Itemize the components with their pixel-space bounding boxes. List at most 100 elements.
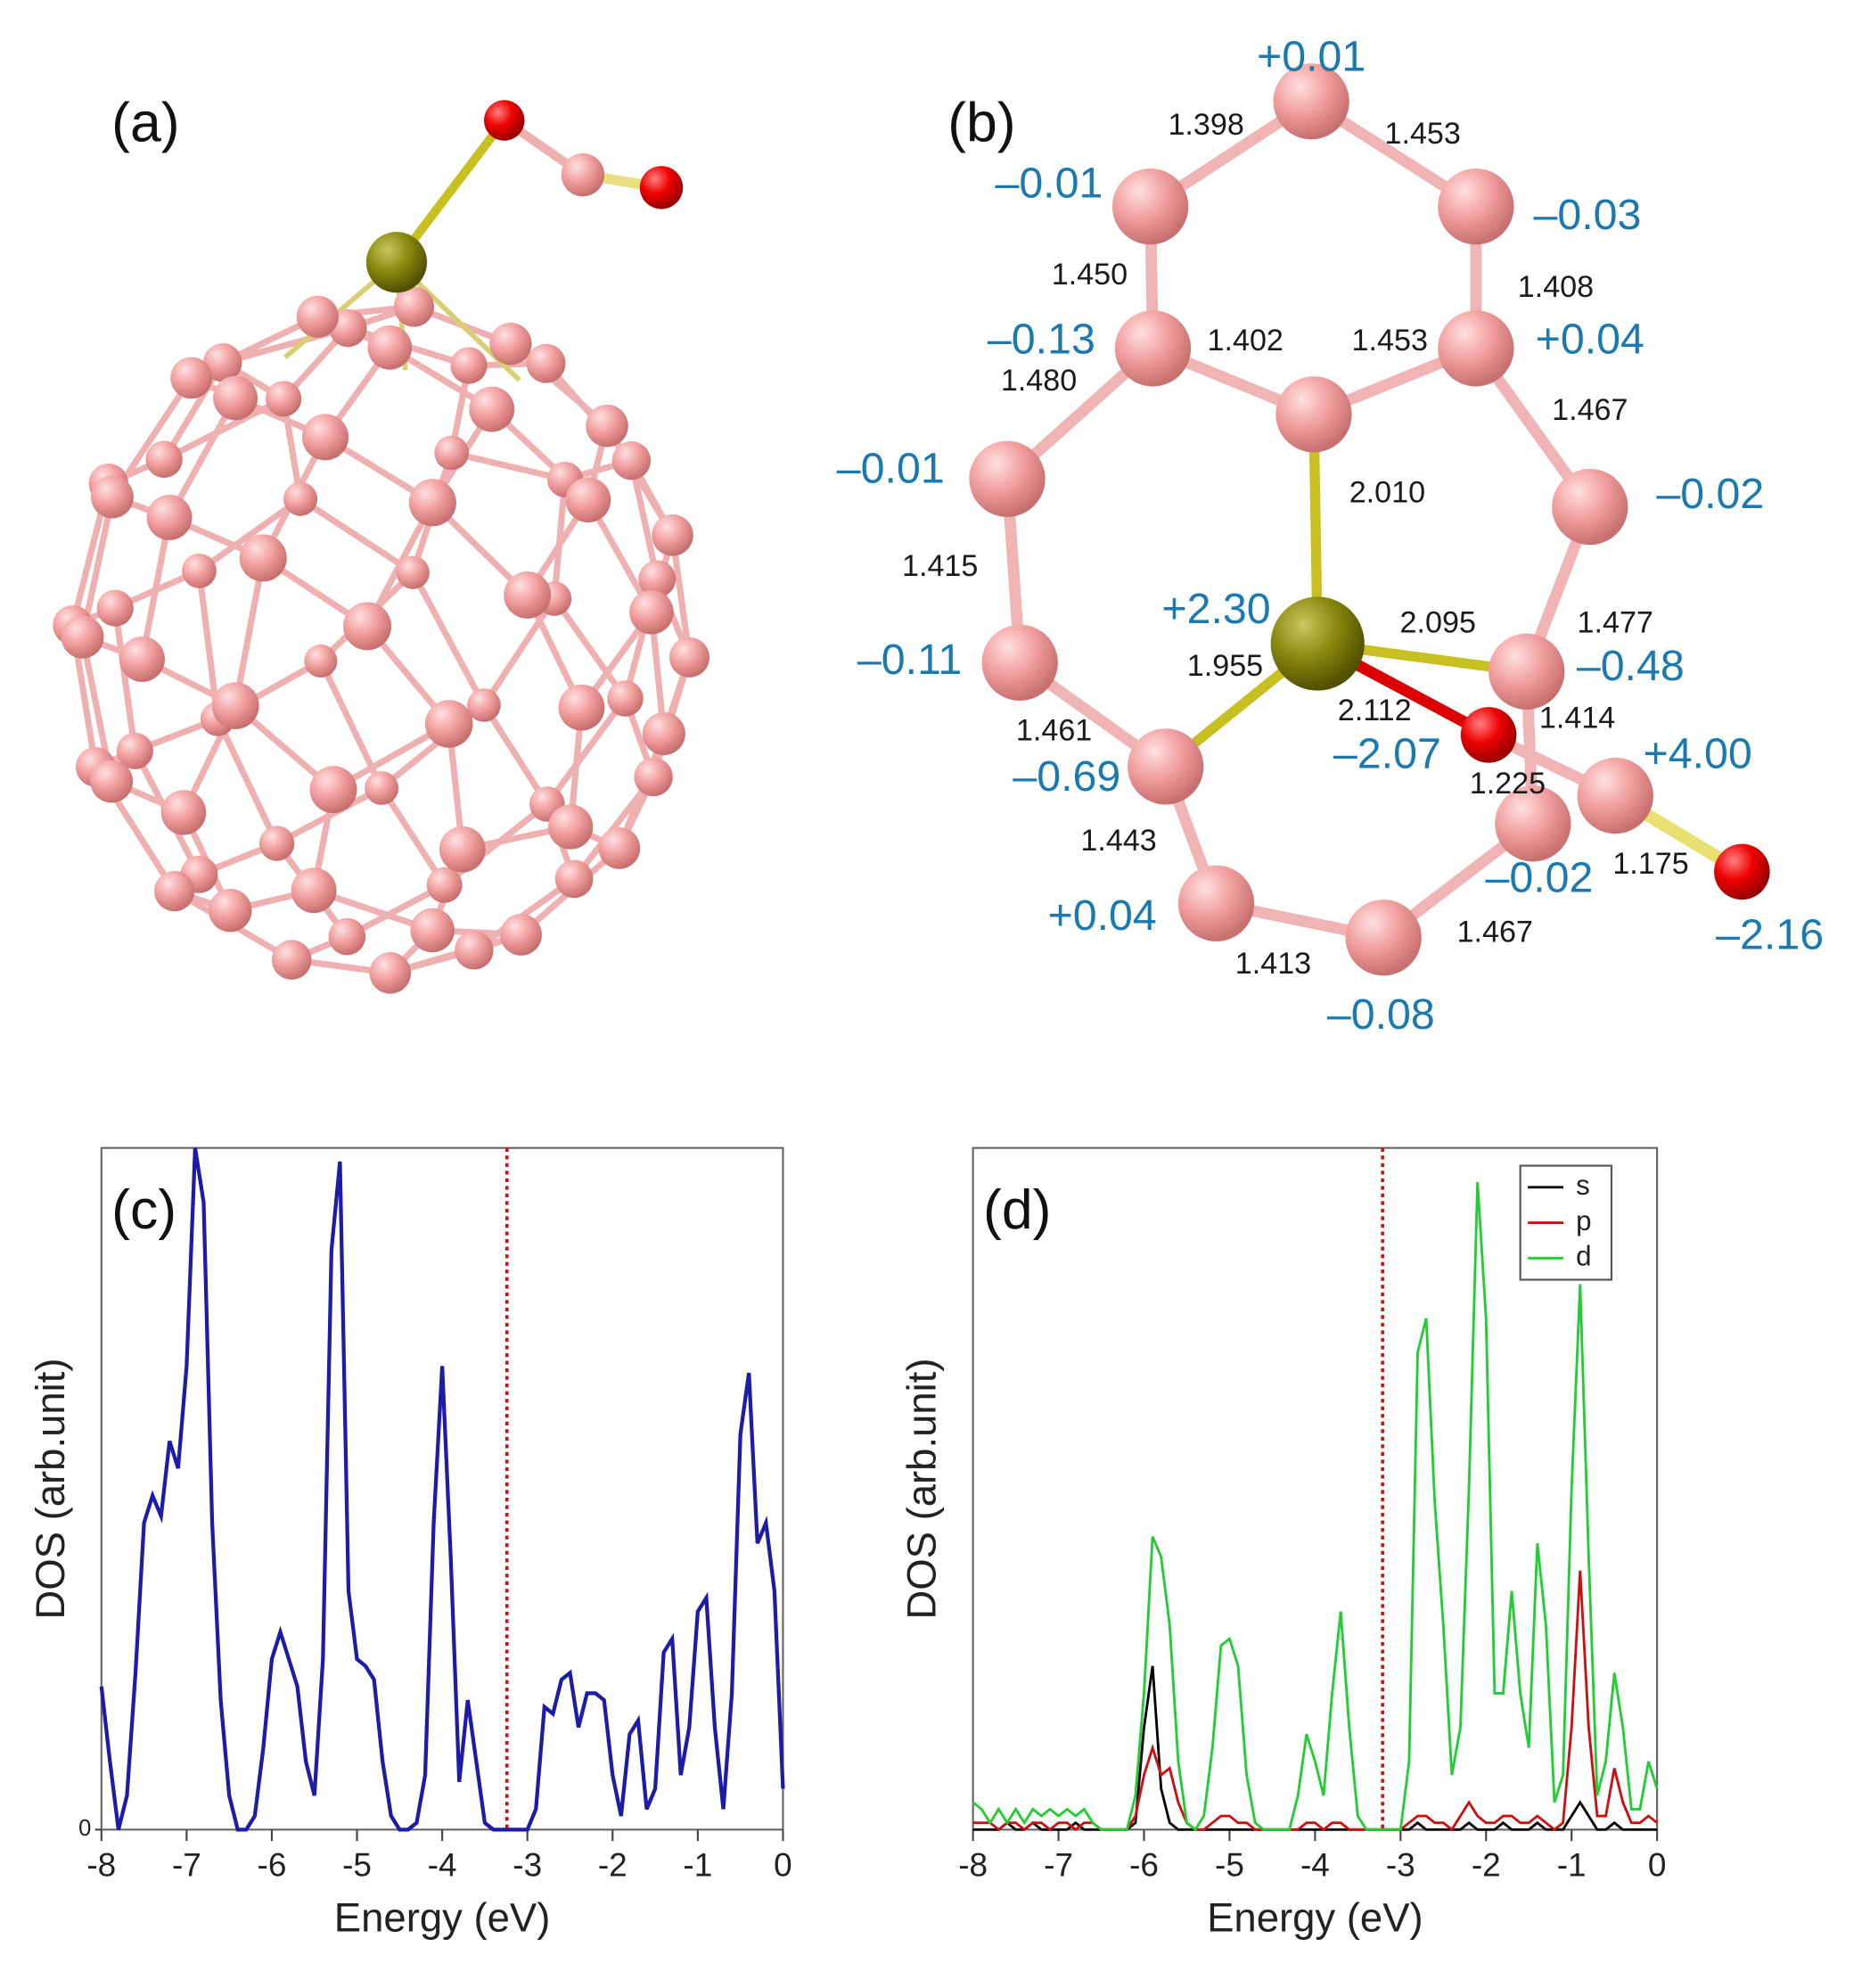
x-tick-label: -1 <box>1557 1847 1587 1884</box>
carbon-atom <box>160 790 207 835</box>
x-axis-label: Energy (eV) <box>1207 1895 1423 1941</box>
carbon-atom <box>239 534 287 582</box>
carbon-atom <box>1114 310 1192 387</box>
x-tick-label: -8 <box>86 1847 116 1884</box>
charge: –0.11 <box>857 636 962 684</box>
panel-label: (a) <box>111 92 179 154</box>
x-tick-label: 0 <box>1648 1847 1667 1884</box>
fullerene-cage <box>53 260 709 994</box>
carbon-atom <box>1438 168 1514 245</box>
dos-line <box>972 1570 1659 1832</box>
x-tick-label: -4 <box>1300 1847 1330 1884</box>
carbon-atom <box>598 827 641 869</box>
carbon-atom <box>565 477 611 523</box>
bond-length: 1.461 <box>1016 714 1092 748</box>
carbon-atom <box>629 589 674 635</box>
carbon-atom <box>450 347 488 384</box>
bond <box>275 785 383 847</box>
charge: –0.08 <box>1327 990 1435 1039</box>
carbon-atom <box>328 917 366 956</box>
carbon-atom <box>607 680 644 717</box>
x-tick-label: -5 <box>342 1847 372 1884</box>
bond-length: 1.414 <box>1539 701 1615 735</box>
bond-length: 1.443 <box>1080 824 1156 858</box>
charge: +0.04 <box>1047 891 1156 940</box>
nickel-atom <box>365 232 428 293</box>
carbon-atom <box>969 440 1046 517</box>
bond <box>317 659 385 790</box>
carbon-atom <box>469 386 515 432</box>
carbon-atom <box>182 553 217 588</box>
charge: –0.69 <box>1013 752 1120 801</box>
carbon-atom <box>554 859 594 899</box>
carbon-atom <box>1577 757 1653 834</box>
carbon-atom <box>154 870 195 912</box>
bond <box>197 496 303 574</box>
carbon-atom <box>1275 376 1352 453</box>
bond-length: 1.480 <box>1001 364 1077 398</box>
carbon-atom <box>343 602 392 651</box>
carbon-atom <box>410 908 455 953</box>
charge: –2.07 <box>1333 729 1441 777</box>
x-tick-label: -8 <box>958 1847 988 1884</box>
carbon-atom <box>1273 63 1349 140</box>
panel-label: (d) <box>983 1179 1051 1241</box>
dos-charts: -8 -7 -6 -5 -4 -3 -2 -1 0 0 Energy (eV) DOS (arb.un… <box>28 1146 1667 1941</box>
carbon-atom <box>981 624 1058 701</box>
carbon-atom <box>558 684 605 731</box>
bond-length: 1.402 <box>1208 324 1284 357</box>
y-axis-label: DOS (arb.unit) <box>28 1358 73 1619</box>
bond <box>162 396 285 463</box>
charge: –0.02 <box>1486 854 1594 902</box>
carbon-atom <box>642 712 685 756</box>
carbon-atom <box>266 381 302 417</box>
bond-length: 2.112 <box>1338 694 1412 727</box>
dos-line <box>972 1181 1659 1832</box>
carbon-atom <box>203 343 242 382</box>
bond-length: 1.408 <box>1518 270 1594 304</box>
x-axis-label: Energy (eV) <box>334 1895 551 1941</box>
bond <box>543 361 635 464</box>
bond-length: 1.477 <box>1578 606 1653 640</box>
oxygen-atom <box>1714 843 1770 900</box>
bond <box>166 396 239 520</box>
bond <box>551 479 569 599</box>
charge: –0.48 <box>1577 642 1685 690</box>
charge: +4.00 <box>1643 729 1751 777</box>
carbon-atom <box>258 826 295 861</box>
panel-a: (a) <box>53 92 709 994</box>
charge: –0.01 <box>995 160 1103 208</box>
carbon-atom <box>209 889 252 932</box>
carbon-atom <box>1552 468 1628 546</box>
nickel-atom <box>1270 596 1365 691</box>
x-tick-label: -6 <box>258 1847 287 1884</box>
carbon-atom <box>439 826 486 873</box>
legend-label: d <box>1576 1241 1591 1272</box>
charges: +0.01 –0.01 –0.03 –0.13 +0.04 –0.01 –0.0… <box>837 33 1824 1039</box>
bond-length: 1.453 <box>1352 324 1428 357</box>
bond-length: 1.415 <box>902 549 978 583</box>
carbon-atom <box>586 404 628 448</box>
x-tick-label: -2 <box>598 1847 627 1884</box>
carbon-atom <box>301 414 349 461</box>
y-axis-label: DOS (arb.unit) <box>899 1358 945 1619</box>
carbon-atom <box>489 322 532 366</box>
bond-length: 1.955 <box>1187 649 1263 683</box>
chart: -8 -7 -6 -5 -4 -3 -2 -1 0 0 Energy (eV) DOS (arb.un… <box>28 1146 792 1941</box>
carbon-atom <box>669 637 709 678</box>
bond-length: 1.225 <box>1470 767 1546 801</box>
carbon-atom <box>1495 785 1571 862</box>
bond-length: 1.398 <box>1168 108 1243 142</box>
carbon-atom <box>424 700 473 748</box>
carbon-atom <box>638 560 677 598</box>
oxygen-atom <box>639 166 684 209</box>
charge: –2.16 <box>1716 911 1824 959</box>
bond <box>627 459 660 580</box>
bond-length: 1.467 <box>1552 393 1628 427</box>
carbon-atom <box>408 479 456 527</box>
bond <box>232 557 267 707</box>
x-tick-label: 0 <box>774 1847 792 1884</box>
carbon-atom <box>1111 168 1189 245</box>
carbon-atom <box>291 867 337 914</box>
